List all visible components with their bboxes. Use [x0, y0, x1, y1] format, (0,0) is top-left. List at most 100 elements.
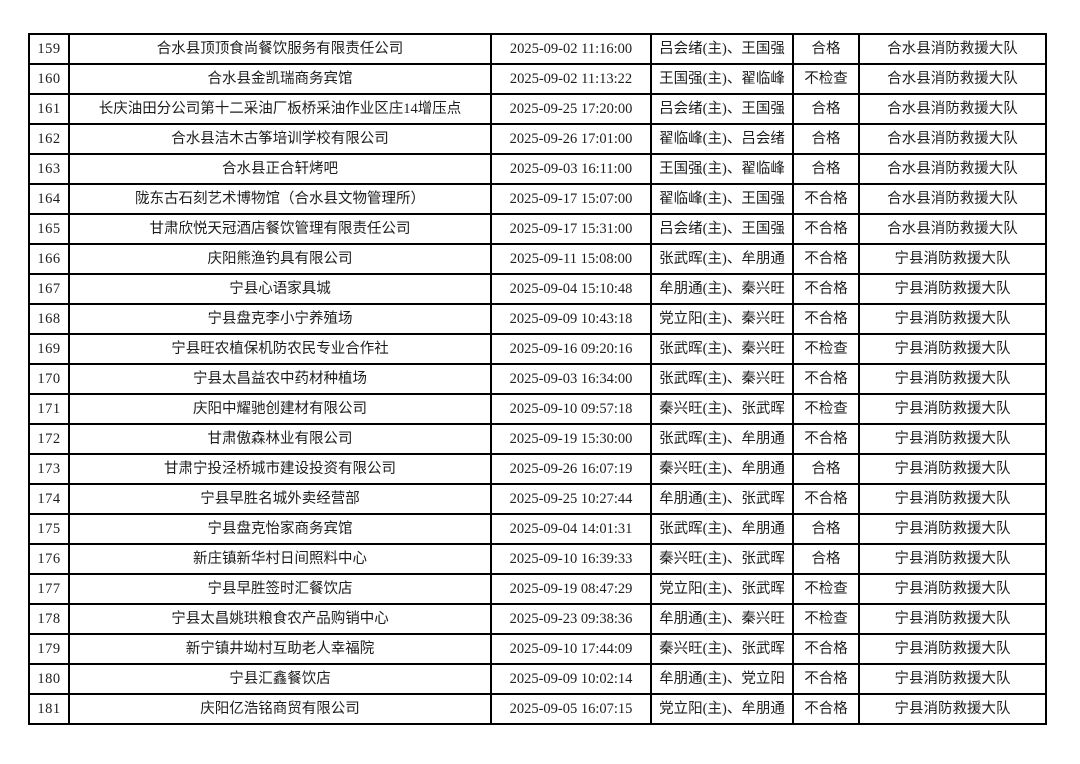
- inspectors-cell: 牟朋通(主)、张武晖: [650, 483, 794, 515]
- check-datetime-cell: 2025-09-10 16:39:33: [490, 543, 652, 575]
- enforcement-org-cell: 宁县消防救援大队: [858, 393, 1047, 425]
- table-row: 177 宁县早胜签时汇餐饮店 2025-09-19 08:47:29 党立阳(主…: [28, 573, 1047, 605]
- table-row: 159 合水县顶顶食尚餐饮服务有限责任公司 2025-09-02 11:16:0…: [28, 33, 1047, 65]
- check-result-cell: 不检查: [792, 603, 860, 635]
- enforcement-org-cell: 宁县消防救援大队: [858, 303, 1047, 335]
- inspectors-cell: 王国强(主)、翟临峰: [650, 63, 794, 95]
- company-name-cell: 宁县心语家具城: [68, 273, 492, 305]
- table-row: 167 宁县心语家具城 2025-09-04 15:10:48 牟朋通(主)、秦…: [28, 273, 1047, 305]
- inspectors-cell: 吕会绪(主)、王国强: [650, 213, 794, 245]
- enforcement-org-cell: 合水县消防救援大队: [858, 63, 1047, 95]
- enforcement-org-cell: 宁县消防救援大队: [858, 363, 1047, 395]
- check-result-cell: 不检查: [792, 573, 860, 605]
- enforcement-org-cell: 合水县消防救援大队: [858, 153, 1047, 185]
- table-row: 172 甘肃傲森林业有限公司 2025-09-19 15:30:00 张武晖(主…: [28, 423, 1047, 455]
- check-datetime-cell: 2025-09-03 16:34:00: [490, 363, 652, 395]
- check-result-cell: 不合格: [792, 243, 860, 275]
- company-name-cell: 合水县顶顶食尚餐饮服务有限责任公司: [68, 33, 492, 65]
- row-number-cell: 173: [28, 453, 70, 485]
- row-number-cell: 179: [28, 633, 70, 665]
- check-result-cell: 不合格: [792, 693, 860, 725]
- company-name-cell: 甘肃傲森林业有限公司: [68, 423, 492, 455]
- company-name-cell: 陇东古石刻艺术博物馆（合水县文物管理所）: [68, 183, 492, 215]
- table-row: 166 庆阳熊渔钓具有限公司 2025-09-11 15:08:00 张武晖(主…: [28, 243, 1047, 275]
- enforcement-org-cell: 宁县消防救援大队: [858, 543, 1047, 575]
- company-name-cell: 宁县早胜签时汇餐饮店: [68, 573, 492, 605]
- inspectors-cell: 牟朋通(主)、党立阳: [650, 663, 794, 695]
- inspection-records-table: 159 合水县顶顶食尚餐饮服务有限责任公司 2025-09-02 11:16:0…: [28, 33, 1047, 725]
- check-result-cell: 合格: [792, 123, 860, 155]
- check-datetime-cell: 2025-09-10 17:44:09: [490, 633, 652, 665]
- table-row: 164 陇东古石刻艺术博物馆（合水县文物管理所） 2025-09-17 15:0…: [28, 183, 1047, 215]
- inspectors-cell: 秦兴旺(主)、张武晖: [650, 543, 794, 575]
- check-result-cell: 不合格: [792, 663, 860, 695]
- table-row: 178 宁县太昌姚珙粮食农产品购销中心 2025-09-23 09:38:36 …: [28, 603, 1047, 635]
- company-name-cell: 合水县金凯瑞商务宾馆: [68, 63, 492, 95]
- check-datetime-cell: 2025-09-02 11:13:22: [490, 63, 652, 95]
- check-result-cell: 不合格: [792, 633, 860, 665]
- check-result-cell: 合格: [792, 543, 860, 575]
- check-result-cell: 合格: [792, 153, 860, 185]
- table-row: 169 宁县旺农植保机防农民专业合作社 2025-09-16 09:20:16 …: [28, 333, 1047, 365]
- inspectors-cell: 吕会绪(主)、王国强: [650, 33, 794, 65]
- inspectors-cell: 党立阳(主)、张武晖: [650, 573, 794, 605]
- check-result-cell: 不检查: [792, 393, 860, 425]
- table-row: 181 庆阳亿浩铭商贸有限公司 2025-09-05 16:07:15 党立阳(…: [28, 693, 1047, 725]
- company-name-cell: 长庆油田分公司第十二采油厂板桥采油作业区庄14增压点: [68, 93, 492, 125]
- inspectors-cell: 党立阳(主)、秦兴旺: [650, 303, 794, 335]
- check-datetime-cell: 2025-09-11 15:08:00: [490, 243, 652, 275]
- enforcement-org-cell: 合水县消防救援大队: [858, 123, 1047, 155]
- row-number-cell: 176: [28, 543, 70, 575]
- check-datetime-cell: 2025-09-25 17:20:00: [490, 93, 652, 125]
- check-datetime-cell: 2025-09-26 17:01:00: [490, 123, 652, 155]
- row-number-cell: 175: [28, 513, 70, 545]
- table-row: 161 长庆油田分公司第十二采油厂板桥采油作业区庄14增压点 2025-09-2…: [28, 93, 1047, 125]
- check-datetime-cell: 2025-09-02 11:16:00: [490, 33, 652, 65]
- enforcement-org-cell: 宁县消防救援大队: [858, 693, 1047, 725]
- enforcement-org-cell: 宁县消防救援大队: [858, 513, 1047, 545]
- check-datetime-cell: 2025-09-09 10:43:18: [490, 303, 652, 335]
- check-datetime-cell: 2025-09-26 16:07:19: [490, 453, 652, 485]
- company-name-cell: 甘肃欣悦天冠酒店餐饮管理有限责任公司: [68, 213, 492, 245]
- check-result-cell: 合格: [792, 33, 860, 65]
- inspectors-cell: 吕会绪(主)、王国强: [650, 93, 794, 125]
- inspectors-cell: 牟朋通(主)、秦兴旺: [650, 603, 794, 635]
- check-datetime-cell: 2025-09-16 09:20:16: [490, 333, 652, 365]
- row-number-cell: 169: [28, 333, 70, 365]
- company-name-cell: 宁县盘克李小宁养殖场: [68, 303, 492, 335]
- check-result-cell: 不合格: [792, 363, 860, 395]
- company-name-cell: 合水县正合轩烤吧: [68, 153, 492, 185]
- inspectors-cell: 王国强(主)、翟临峰: [650, 153, 794, 185]
- enforcement-org-cell: 宁县消防救援大队: [858, 603, 1047, 635]
- table-row: 171 庆阳中耀驰创建材有限公司 2025-09-10 09:57:18 秦兴旺…: [28, 393, 1047, 425]
- table-body: 159 合水县顶顶食尚餐饮服务有限责任公司 2025-09-02 11:16:0…: [28, 33, 1047, 725]
- inspectors-cell: 翟临峰(主)、吕会绪: [650, 123, 794, 155]
- row-number-cell: 181: [28, 693, 70, 725]
- inspectors-cell: 张武晖(主)、秦兴旺: [650, 333, 794, 365]
- check-result-cell: 不合格: [792, 423, 860, 455]
- row-number-cell: 166: [28, 243, 70, 275]
- row-number-cell: 178: [28, 603, 70, 635]
- enforcement-org-cell: 合水县消防救援大队: [858, 33, 1047, 65]
- inspectors-cell: 牟朋通(主)、秦兴旺: [650, 273, 794, 305]
- company-name-cell: 庆阳中耀驰创建材有限公司: [68, 393, 492, 425]
- row-number-cell: 165: [28, 213, 70, 245]
- company-name-cell: 庆阳熊渔钓具有限公司: [68, 243, 492, 275]
- check-datetime-cell: 2025-09-19 15:30:00: [490, 423, 652, 455]
- company-name-cell: 宁县早胜名城外卖经营部: [68, 483, 492, 515]
- row-number-cell: 159: [28, 33, 70, 65]
- inspectors-cell: 秦兴旺(主)、牟朋通: [650, 453, 794, 485]
- row-number-cell: 170: [28, 363, 70, 395]
- row-number-cell: 177: [28, 573, 70, 605]
- check-result-cell: 不合格: [792, 483, 860, 515]
- company-name-cell: 新庄镇新华村日间照料中心: [68, 543, 492, 575]
- check-datetime-cell: 2025-09-09 10:02:14: [490, 663, 652, 695]
- check-datetime-cell: 2025-09-04 15:10:48: [490, 273, 652, 305]
- check-result-cell: 合格: [792, 93, 860, 125]
- check-datetime-cell: 2025-09-10 09:57:18: [490, 393, 652, 425]
- inspectors-cell: 张武晖(主)、秦兴旺: [650, 363, 794, 395]
- table-row: 176 新庄镇新华村日间照料中心 2025-09-10 16:39:33 秦兴旺…: [28, 543, 1047, 575]
- table-row: 162 合水县洁木古筝培训学校有限公司 2025-09-26 17:01:00 …: [28, 123, 1047, 155]
- table-row: 174 宁县早胜名城外卖经营部 2025-09-25 10:27:44 牟朋通(…: [28, 483, 1047, 515]
